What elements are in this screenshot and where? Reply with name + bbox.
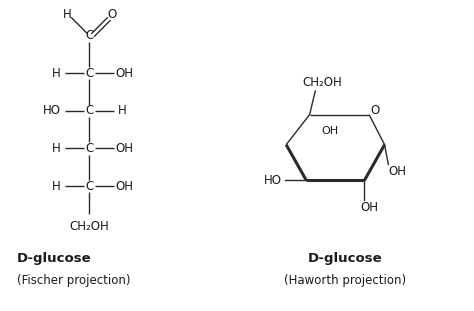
Text: OH: OH	[360, 201, 378, 214]
Text: HO: HO	[264, 174, 282, 187]
Text: C: C	[85, 67, 93, 80]
Text: C: C	[85, 29, 93, 42]
Text: (Haworth projection): (Haworth projection)	[283, 274, 406, 286]
Text: C: C	[85, 179, 93, 193]
Text: CH₂OH: CH₂OH	[303, 76, 343, 89]
Text: HO: HO	[43, 104, 61, 117]
Text: H: H	[52, 179, 61, 193]
Text: D-glucose: D-glucose	[17, 253, 91, 265]
Text: (Fischer projection): (Fischer projection)	[17, 274, 130, 286]
Text: H: H	[63, 7, 72, 21]
Text: OH: OH	[115, 179, 133, 193]
Text: OH: OH	[115, 67, 133, 80]
Text: O: O	[370, 104, 379, 117]
Text: H: H	[52, 142, 61, 155]
Text: O: O	[107, 8, 117, 21]
Text: C: C	[85, 142, 93, 155]
Text: D-glucose: D-glucose	[308, 253, 382, 265]
Text: H: H	[118, 104, 127, 117]
Text: CH₂OH: CH₂OH	[70, 220, 109, 233]
Text: C: C	[85, 104, 93, 117]
Text: OH: OH	[321, 126, 338, 136]
Text: OH: OH	[389, 165, 407, 178]
Text: OH: OH	[115, 142, 133, 155]
Text: H: H	[52, 67, 61, 80]
